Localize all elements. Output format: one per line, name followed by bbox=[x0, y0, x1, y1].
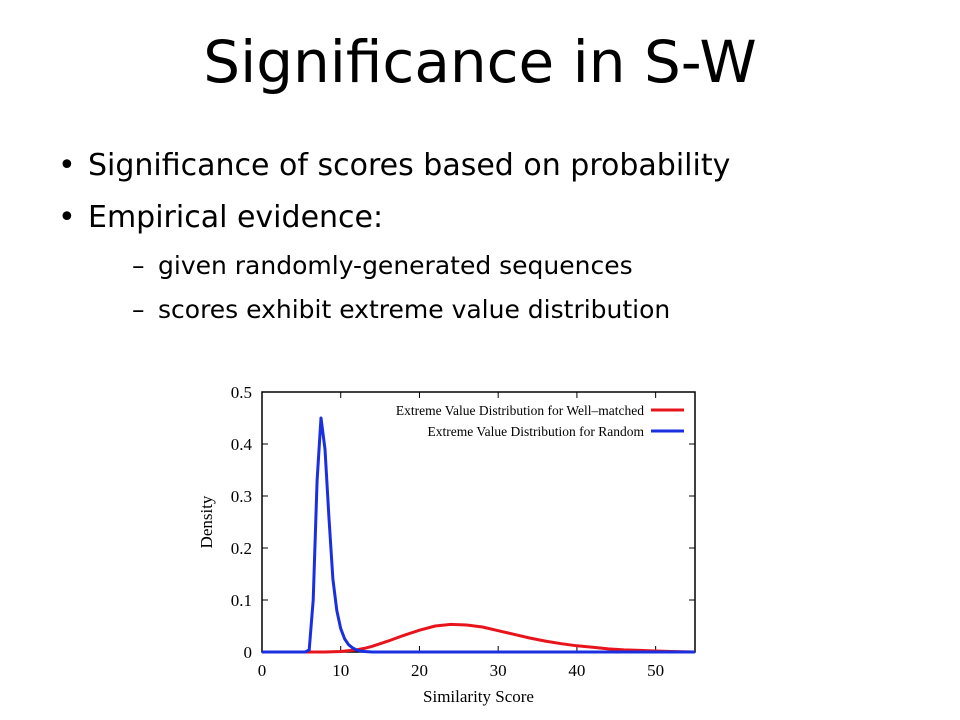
y-axis-label: Density bbox=[197, 495, 216, 548]
plot-frame bbox=[261, 391, 696, 653]
sub-bullet-item: given randomly-generated sequences bbox=[88, 244, 730, 288]
legend: Extreme Value Distribution for Well–matc… bbox=[396, 403, 684, 439]
series-group bbox=[262, 416, 696, 654]
x-tick-label: 20 bbox=[411, 661, 428, 680]
y-tick-label: 0.5 bbox=[231, 383, 252, 402]
series-line-1 bbox=[262, 416, 695, 654]
y-tick-label: 0.2 bbox=[231, 539, 252, 558]
series-line-0 bbox=[301, 622, 696, 654]
tick-group: 0 10 20 30 40 50 0 0.1 0.2 0.3 0.4 0.5 bbox=[231, 383, 695, 680]
x-tick-label: 40 bbox=[568, 661, 585, 680]
bullet-item: Empirical evidence: given randomly-gener… bbox=[58, 192, 730, 332]
y-tick-label: 0.1 bbox=[231, 591, 252, 610]
bullet-text: Empirical evidence: bbox=[88, 200, 384, 235]
y-tick-label: 0 bbox=[244, 643, 253, 662]
legend-label: Extreme Value Distribution for Well–matc… bbox=[396, 403, 644, 418]
bullet-item: Significance of scores based on probabil… bbox=[58, 140, 730, 192]
y-tick-label: 0.3 bbox=[231, 487, 252, 506]
sub-bullet-item: scores exhibit extreme value distributio… bbox=[88, 288, 730, 332]
y-tick-label: 0.4 bbox=[231, 435, 253, 454]
x-axis-label: Similarity Score bbox=[423, 687, 534, 706]
x-tick-label: 10 bbox=[332, 661, 349, 680]
slide-title: Significance in S-W bbox=[203, 28, 757, 96]
x-tick-label: 30 bbox=[490, 661, 507, 680]
legend-label: Extreme Value Distribution for Random bbox=[428, 424, 645, 439]
x-tick-label: 0 bbox=[258, 661, 267, 680]
sub-bullet-list: given randomly-generated sequences score… bbox=[88, 244, 730, 332]
x-tick-label: 50 bbox=[647, 661, 664, 680]
bullet-list: Significance of scores based on probabil… bbox=[58, 140, 730, 332]
